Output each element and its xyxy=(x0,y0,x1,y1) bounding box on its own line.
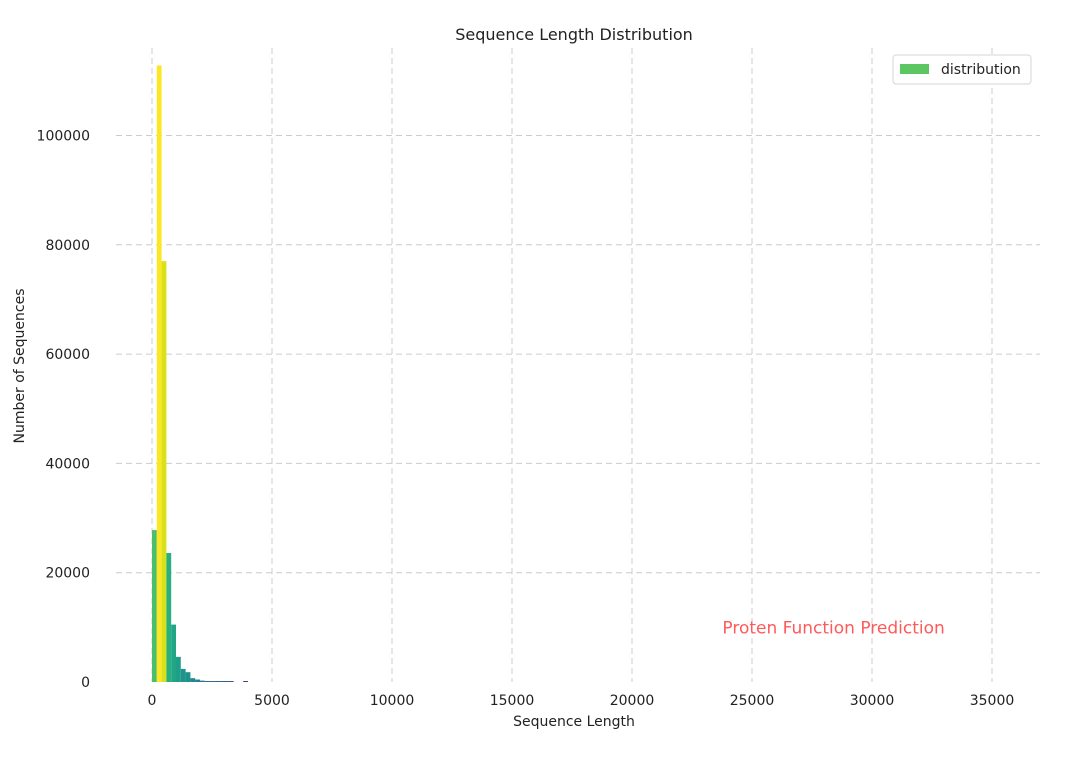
histogram-bar xyxy=(228,681,234,682)
histogram-bar xyxy=(171,624,176,682)
legend-label: distribution xyxy=(941,62,1021,78)
histogram-bar xyxy=(180,668,186,682)
axis-ticks: 0 5000 10000 15000 20000 25000 30000 35000 0 2000… xyxy=(37,128,1015,709)
histogram-bar xyxy=(204,681,210,682)
histogram-bar xyxy=(224,681,229,682)
legend-box xyxy=(892,54,1032,85)
histogram-bar xyxy=(190,678,196,682)
legend-swatch xyxy=(900,64,929,74)
histogram-bar xyxy=(200,680,205,682)
histogram-bar xyxy=(156,65,162,683)
legend: distribution xyxy=(892,54,1032,85)
histogram-bar xyxy=(176,656,181,682)
y-tick-label: 100000 xyxy=(37,128,90,144)
histogram-bar xyxy=(161,261,167,682)
y-axis-title: Number of Sequences xyxy=(12,289,28,444)
y-tick-label: 0 xyxy=(81,675,90,691)
x-tick-label: 15000 xyxy=(490,693,535,709)
histogram-bar xyxy=(214,681,220,682)
histogram-bar xyxy=(243,681,248,682)
y-tick-label: 80000 xyxy=(45,238,90,254)
x-tick-label: 30000 xyxy=(850,693,895,709)
x-tick-label: 10000 xyxy=(370,693,415,709)
histogram-bar xyxy=(152,530,157,682)
x-tick-label: 20000 xyxy=(610,693,655,709)
x-tick-label: 35000 xyxy=(970,693,1015,709)
histogram-bar xyxy=(166,553,172,682)
x-tick-label: 0 xyxy=(148,693,157,709)
y-tick-label: 60000 xyxy=(45,347,90,363)
grid-lines xyxy=(116,48,1040,682)
histogram-bar xyxy=(219,681,224,682)
histogram-bar xyxy=(195,679,200,682)
x-tick-label: 5000 xyxy=(254,693,290,709)
histogram-bars xyxy=(152,65,248,683)
x-tick-label: 25000 xyxy=(730,693,775,709)
y-tick-label: 20000 xyxy=(45,566,90,582)
chart-annotation: Proten Function Prediction xyxy=(722,618,944,638)
histogram-bar xyxy=(185,672,191,682)
histogram-bar xyxy=(209,681,215,682)
chart-title: Sequence Length Distribution xyxy=(455,25,693,44)
y-tick-label: 40000 xyxy=(45,456,90,472)
x-axis-title: Sequence Length xyxy=(513,714,635,730)
